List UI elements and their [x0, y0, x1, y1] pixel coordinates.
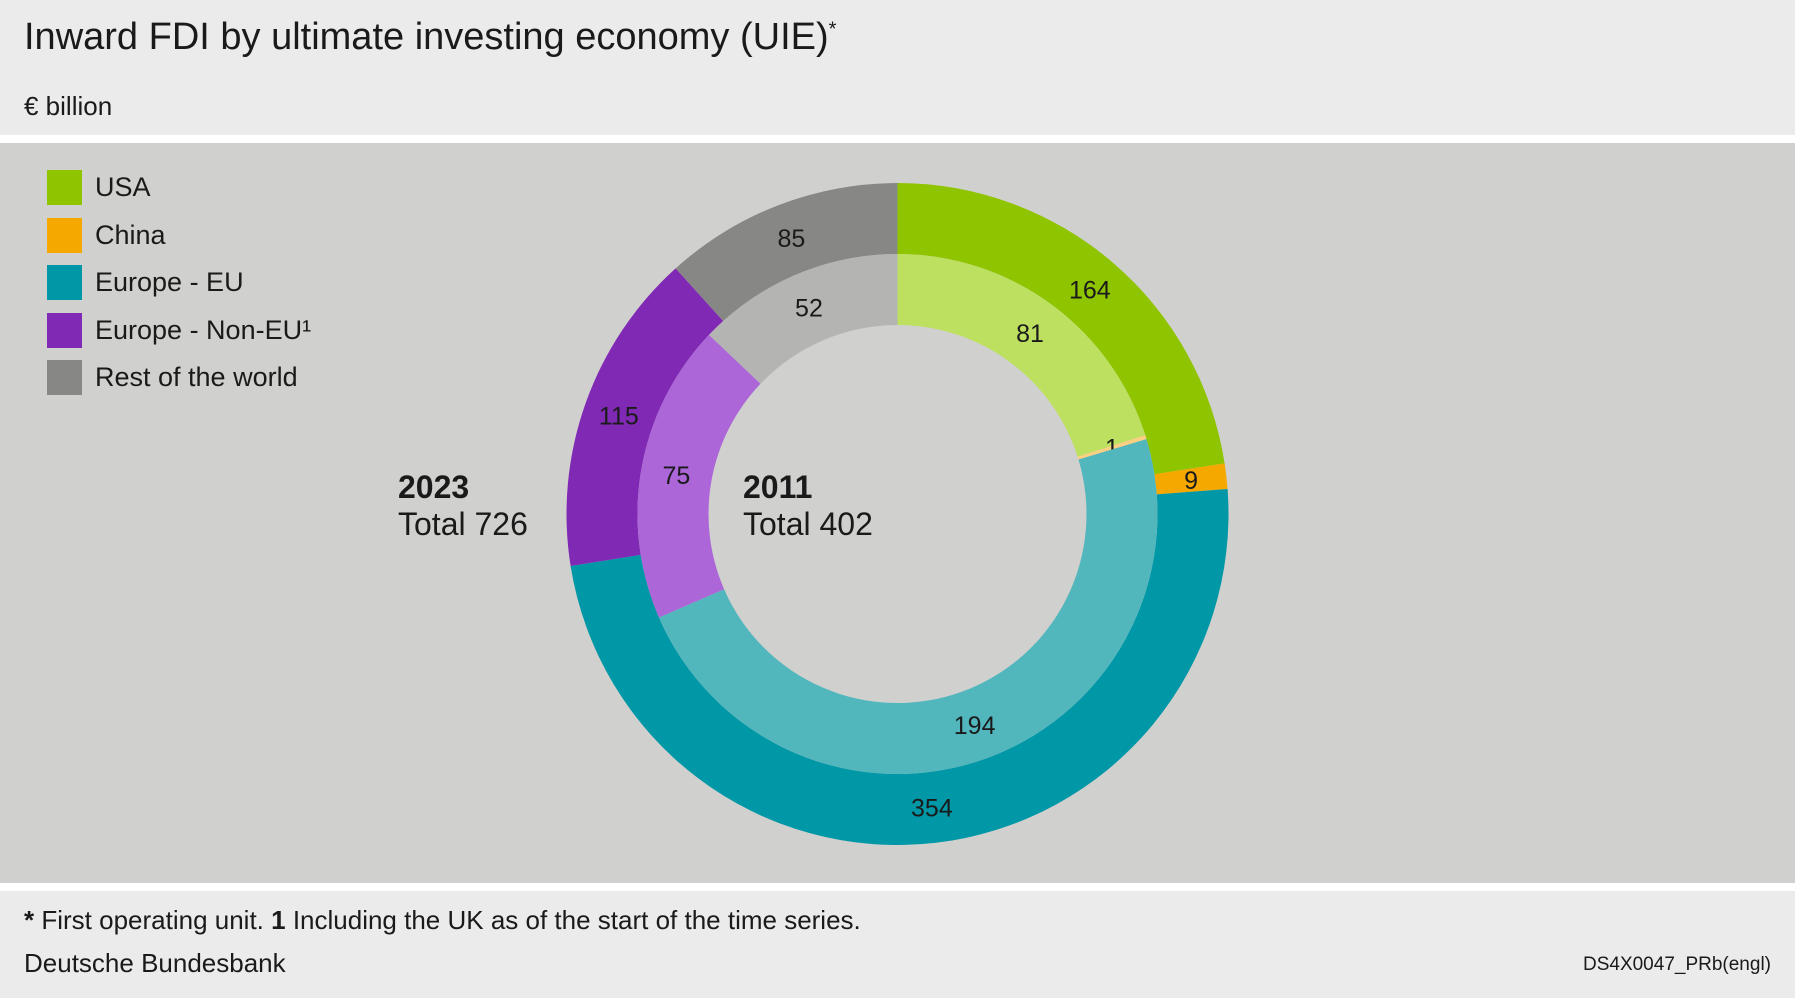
data-label: 164	[1069, 277, 1111, 305]
outer-segment-rest-of-the-world	[675, 183, 898, 322]
total-2011: Total 402	[743, 506, 873, 542]
data-label: 75	[663, 462, 691, 490]
data-label: 115	[599, 403, 639, 431]
outer-segment-china	[1154, 463, 1228, 495]
chart-unit: € billion	[24, 91, 113, 121]
total-2023: Total 726	[398, 506, 528, 542]
inner-segment-europe-eu	[658, 439, 1158, 775]
legend-label: Europe - EU	[95, 267, 244, 298]
legend-swatch	[47, 360, 82, 396]
legend-item: Europe - Non-EU¹	[47, 307, 311, 355]
note1-text: Including the UK as of the start of the …	[285, 905, 861, 935]
legend-item: Rest of the world	[47, 354, 311, 402]
inner-segment-europe-non-eu-	[637, 334, 761, 618]
title-text: Inward FDI by ultimate investing economy…	[24, 16, 829, 58]
outer-segment-usa	[897, 183, 1225, 475]
data-label: 85	[777, 225, 805, 253]
outer-segment-europe-eu	[570, 488, 1229, 846]
chart-title: Inward FDI by ultimate investing economy…	[24, 16, 836, 59]
data-label: 52	[795, 295, 823, 323]
source: Deutsche Bundesbank	[24, 948, 286, 978]
inner-ring-label: 2011 Total 402	[743, 469, 873, 543]
footnotes: * First operating unit. 1 Including the …	[24, 905, 861, 936]
chart-code: DS4X0047_PRb(engl)	[1582, 954, 1771, 975]
plot-area: USA China Europe - EU Europe - Non-EU¹ R…	[0, 143, 1795, 883]
year-2023: 2023	[398, 469, 470, 505]
legend-label: USA	[95, 172, 151, 203]
outer-ring-label: 2023 Total 726	[398, 469, 528, 543]
legend-swatch	[47, 312, 82, 348]
note-text: First operating unit.	[34, 905, 272, 935]
footer: * First operating unit. 1 Including the …	[0, 891, 1795, 998]
data-label: 194	[954, 712, 996, 740]
inner-segment-usa	[897, 254, 1146, 457]
inner-segment-rest-of-the-world	[709, 254, 898, 384]
year-2011: 2011	[743, 469, 813, 505]
legend-swatch	[47, 217, 82, 253]
header: Inward FDI by ultimate investing economy…	[0, 0, 1795, 135]
data-label: 9	[1184, 467, 1198, 495]
data-label: 81	[1016, 320, 1044, 348]
inner-segment-china	[1077, 435, 1147, 460]
legend: USA China Europe - EU Europe - Non-EU¹ R…	[47, 164, 311, 402]
title-footnote-mark: *	[828, 18, 837, 41]
legend-item: Europe - EU	[47, 259, 311, 307]
data-label: 354	[911, 794, 953, 822]
legend-label: China	[95, 219, 166, 250]
note-mark: *	[24, 905, 35, 935]
legend-swatch	[47, 170, 82, 206]
legend-label: Rest of the world	[95, 362, 298, 393]
legend-label: Europe - Non-EU¹	[95, 314, 312, 345]
note1-mark: 1	[271, 905, 286, 935]
legend-item: USA	[47, 164, 311, 212]
legend-swatch	[47, 265, 82, 301]
outer-segment-europe-non-eu-	[566, 268, 724, 566]
legend-item: China	[47, 212, 311, 260]
